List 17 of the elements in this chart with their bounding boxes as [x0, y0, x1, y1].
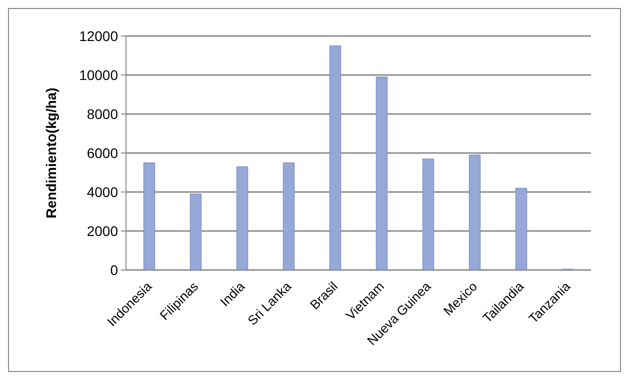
bar — [422, 158, 434, 270]
bar — [329, 46, 342, 270]
y-tick-label: 12000 — [79, 28, 118, 44]
bar — [468, 154, 481, 270]
y-tick-label: 10000 — [79, 66, 118, 83]
y-tick-label: 6000 — [86, 144, 118, 161]
y-tick-label: 4000 — [86, 184, 118, 200]
bar — [143, 162, 156, 270]
bar — [190, 194, 202, 270]
bar — [282, 162, 295, 270]
y-tick-label: 0 — [110, 262, 118, 278]
y-tick-label: 2000 — [86, 222, 118, 239]
bar — [515, 188, 528, 270]
y-tick-label: 8000 — [86, 106, 118, 122]
y-axis-title: Rendimiento(kg/ha) — [43, 88, 59, 218]
bar — [236, 166, 248, 270]
bar — [376, 76, 388, 270]
